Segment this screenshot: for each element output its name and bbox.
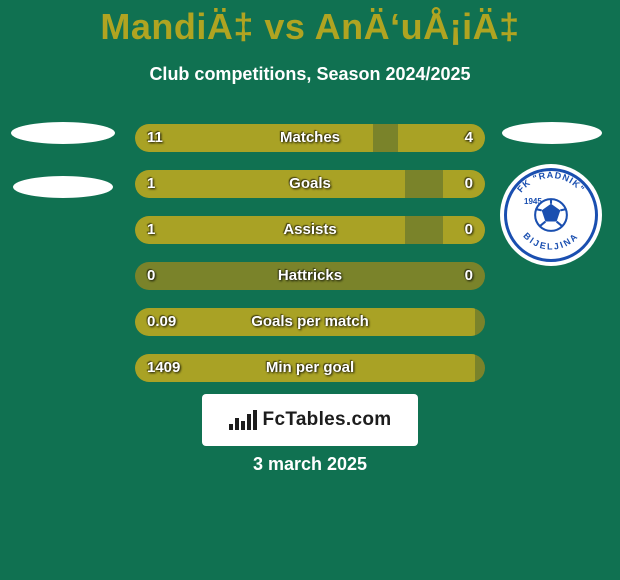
- stat-value-right: 0: [465, 262, 473, 290]
- stat-row: 1Assists0: [135, 216, 485, 244]
- stats-container: 11Matches41Goals01Assists00Hattricks00.0…: [135, 124, 485, 400]
- subtitle: Club competitions, Season 2024/2025: [0, 64, 620, 85]
- stat-row: 1Goals0: [135, 170, 485, 198]
- bars-icon: [229, 410, 257, 430]
- date-label: 3 march 2025: [0, 454, 620, 475]
- stat-row: 0Hattricks0: [135, 262, 485, 290]
- stat-row: 1409Min per goal: [135, 354, 485, 382]
- brand-badge: FcTables.com: [202, 394, 418, 446]
- stat-label: Assists: [135, 216, 485, 244]
- club-badge: FK "RADNIK" BIJELJINA 1945: [500, 164, 602, 266]
- ellipse-icon: [11, 122, 115, 144]
- stat-label: Goals per match: [135, 308, 485, 336]
- stat-value-right: 0: [465, 170, 473, 198]
- ellipse-icon: [502, 122, 602, 144]
- stat-label: Hattricks: [135, 262, 485, 290]
- stat-value-right: 4: [465, 124, 473, 152]
- stat-label: Goals: [135, 170, 485, 198]
- stat-value-right: 0: [465, 216, 473, 244]
- left-player-graphic: [8, 122, 118, 198]
- stat-label: Min per goal: [135, 354, 485, 382]
- ellipse-icon: [13, 176, 113, 198]
- badge-inner: [522, 186, 580, 244]
- stat-row: 11Matches4: [135, 124, 485, 152]
- stat-row: 0.09Goals per match: [135, 308, 485, 336]
- stat-label: Matches: [135, 124, 485, 152]
- brand-label: FcTables.com: [263, 409, 392, 431]
- right-player-graphic: FK "RADNIK" BIJELJINA 1945: [492, 122, 612, 266]
- football-icon: [523, 187, 579, 243]
- page-title: MandiÄ‡ vs AnÄ‘uÅ¡iÄ‡: [0, 0, 620, 48]
